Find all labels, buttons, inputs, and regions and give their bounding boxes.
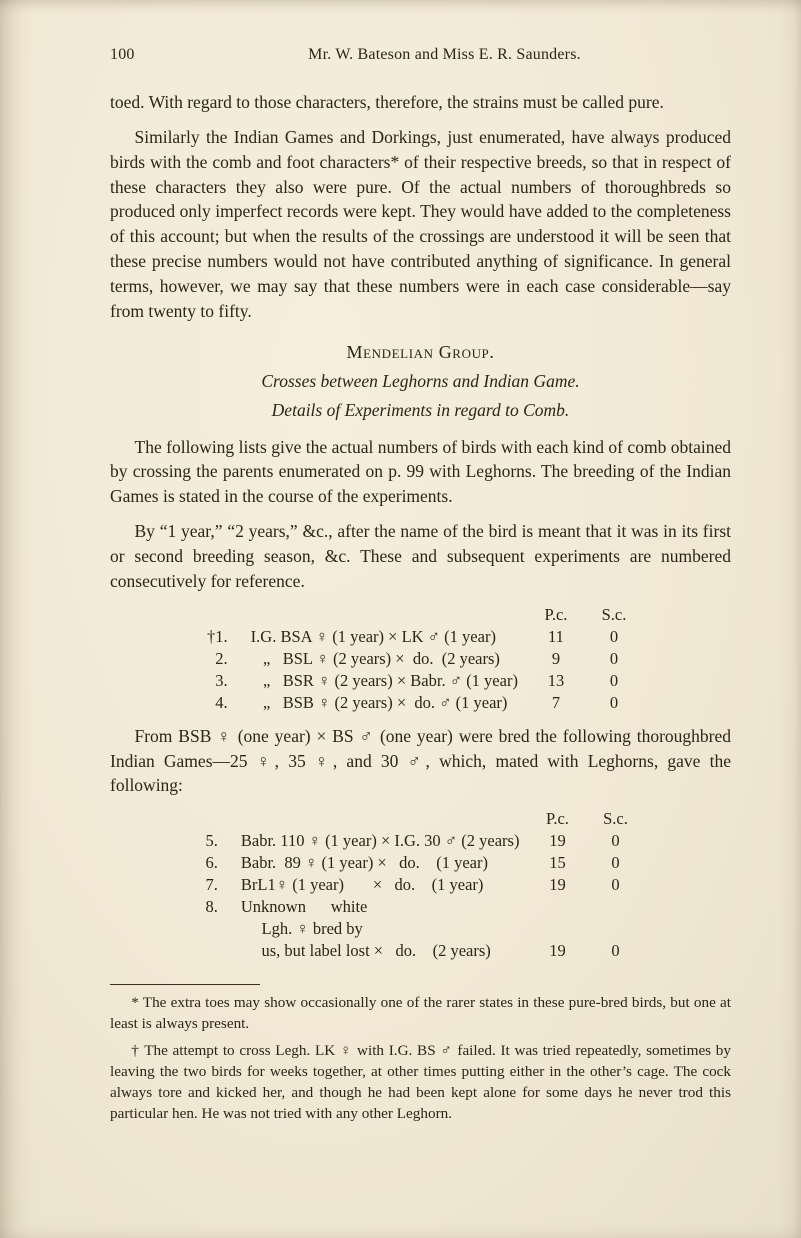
table-row: 3. „ BSR ♀ (2 years) × Babr. ♂ (1 year) … (198, 670, 643, 692)
table-cell (197, 940, 232, 962)
table-cell: 7 (527, 692, 585, 714)
table-cell: „ BSL ♀ (2 years) × do. (2 years) (242, 648, 527, 670)
table-cell: 0 (585, 626, 643, 648)
subsection-title: Crosses between Leghorns and Indian Game… (110, 371, 731, 392)
table-crosses-2: P.c. S.c. 5. Babr. 110 ♀ (1 year) × I.G.… (197, 808, 645, 962)
table-row: 8. Unknown white (197, 896, 645, 918)
paragraph-4: By “1 year,” “2 years,” &c., after the n… (110, 519, 731, 594)
table-cell: 5. (197, 830, 232, 852)
table-header: P.c. (527, 604, 585, 626)
paragraph-2: Similarly the Indian Games and Dorkings,… (110, 125, 731, 324)
table-cell: 0 (585, 670, 643, 692)
table-cell: 0 (585, 648, 643, 670)
table-cell (586, 918, 644, 940)
table-header (232, 808, 529, 830)
table-cell: 15 (528, 852, 586, 874)
table-header: P.c. (528, 808, 586, 830)
table-header (198, 604, 242, 626)
paragraph-1: toed. With regard to those characters, t… (110, 90, 731, 115)
table-cell: 7. (197, 874, 232, 896)
table-cell: Babr. 110 ♀ (1 year) × I.G. 30 ♂ (2 year… (232, 830, 529, 852)
table-row: 4. „ BSB ♀ (2 years) × do. ♂ (1 year) 7 … (198, 692, 643, 714)
running-head: 100 Mr. W. Bateson and Miss E. R. Saunde… (110, 46, 731, 64)
paragraph-5: From BSB ♀ (one year) × BS ♂ (one year) … (110, 724, 731, 799)
table-row: P.c. S.c. (197, 808, 645, 830)
table-cell (586, 896, 644, 918)
table-header (242, 604, 527, 626)
page: 100 Mr. W. Bateson and Miss E. R. Saunde… (0, 0, 801, 1238)
table-cell: 0 (586, 940, 644, 962)
table-row: 7. BrL1♀ (1 year) × do. (1 year) 19 0 (197, 874, 645, 896)
table-cell: 19 (528, 874, 586, 896)
table-cell: Unknown white (232, 896, 529, 918)
table-cell: 3. (198, 670, 242, 692)
subsubsection-title: Details of Experiments in regard to Comb… (110, 400, 731, 421)
table-cell: us, but label lost × do. (2 years) (232, 940, 529, 962)
table-cell: Lgh. ♀ bred by (232, 918, 529, 940)
footnote-2: † The attempt to cross Legh. LK ♀ with I… (110, 1041, 731, 1125)
footnote-rule (110, 984, 260, 985)
table-cell: „ BSR ♀ (2 years) × Babr. ♂ (1 year) (242, 670, 527, 692)
page-number: 100 (110, 46, 158, 64)
table-cell: Babr. 89 ♀ (1 year) × do. (1 year) (232, 852, 529, 874)
table-cell: †1. (198, 626, 242, 648)
table-cell: 8. (197, 896, 232, 918)
table-cell: 4. (198, 692, 242, 714)
footnote-1: * The extra toes may show occasionally o… (110, 993, 731, 1035)
table-cell: 11 (527, 626, 585, 648)
table-row: 2. „ BSL ♀ (2 years) × do. (2 years) 9 0 (198, 648, 643, 670)
table-crosses-1: P.c. S.c. †1. I.G. BSA ♀ (1 year) × LK ♂… (198, 604, 643, 714)
table-row: us, but label lost × do. (2 years) 19 0 (197, 940, 645, 962)
table-cell: I.G. BSA ♀ (1 year) × LK ♂ (1 year) (242, 626, 527, 648)
table-cell: 6. (197, 852, 232, 874)
table-cell: 9 (527, 648, 585, 670)
table-cell: 13 (527, 670, 585, 692)
table-cell: 0 (586, 852, 644, 874)
table-cell: 0 (585, 692, 643, 714)
paragraph-3: The following lists give the actual numb… (110, 435, 731, 510)
table-row: P.c. S.c. (198, 604, 643, 626)
table-cell: „ BSB ♀ (2 years) × do. ♂ (1 year) (242, 692, 527, 714)
table-row: †1. I.G. BSA ♀ (1 year) × LK ♂ (1 year) … (198, 626, 643, 648)
table-cell: 0 (586, 830, 644, 852)
running-head-text: Mr. W. Bateson and Miss E. R. Saunders. (158, 46, 731, 64)
table-row: 5. Babr. 110 ♀ (1 year) × I.G. 30 ♂ (2 y… (197, 830, 645, 852)
table-header: S.c. (585, 604, 643, 626)
table-cell: 19 (528, 830, 586, 852)
table-cell: 0 (586, 874, 644, 896)
table-cell (528, 896, 586, 918)
table-cell: BrL1♀ (1 year) × do. (1 year) (232, 874, 529, 896)
table-cell: 19 (528, 940, 586, 962)
table-cell (197, 918, 232, 940)
table-header (197, 808, 232, 830)
table-row: 6. Babr. 89 ♀ (1 year) × do. (1 year) 15… (197, 852, 645, 874)
section-title: Mendelian Group. (110, 342, 731, 363)
table-cell: 2. (198, 648, 242, 670)
table-row: Lgh. ♀ bred by (197, 918, 645, 940)
table-cell (528, 918, 586, 940)
table-header: S.c. (586, 808, 644, 830)
